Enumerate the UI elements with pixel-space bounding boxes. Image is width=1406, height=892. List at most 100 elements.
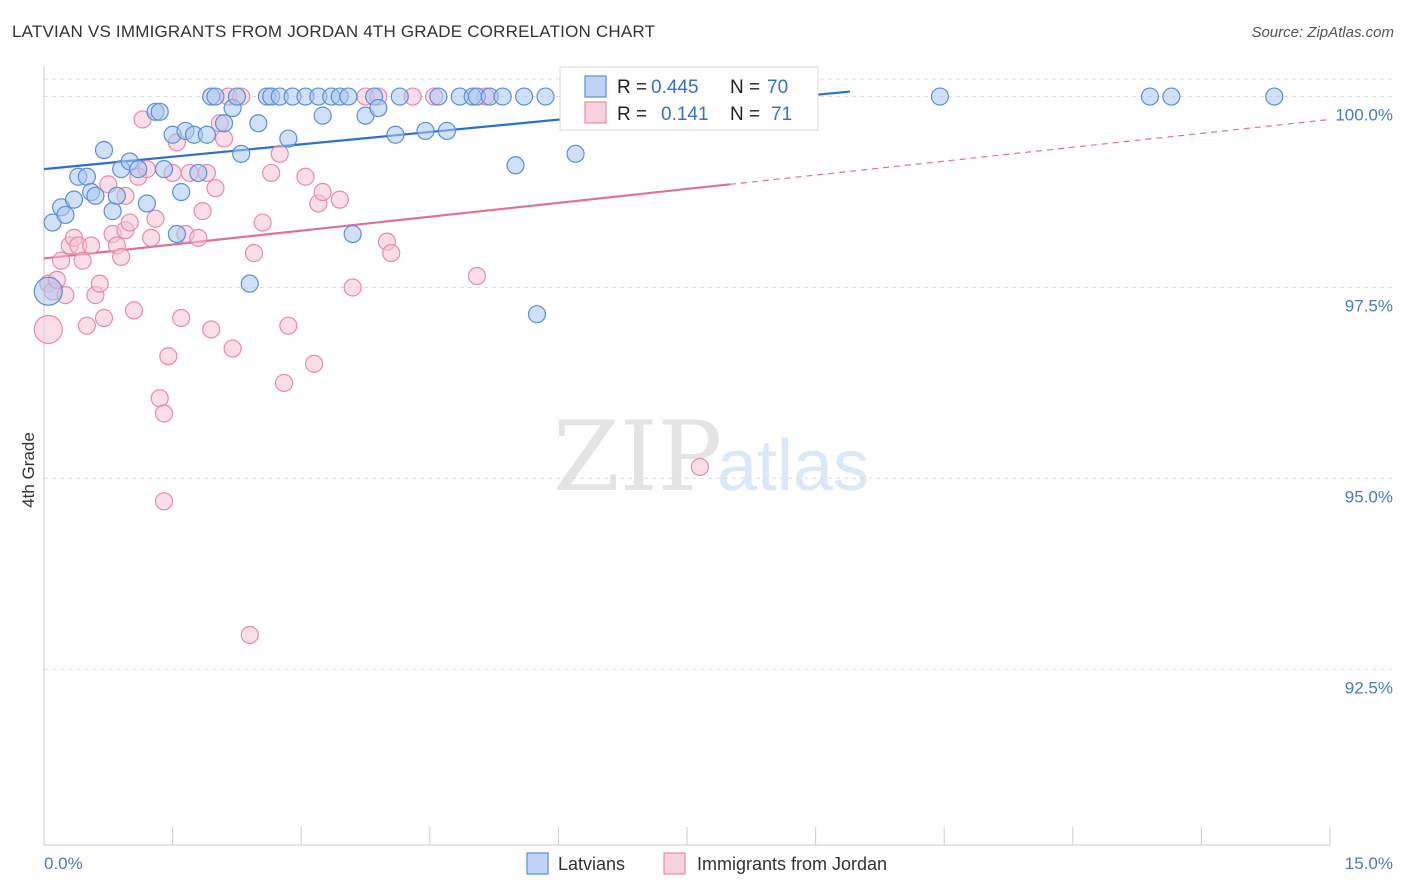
jordan-point-large: [33, 314, 63, 345]
latvians-point-2: [56, 205, 75, 225]
latvians-point-57: [493, 87, 512, 106]
jordan-point-49: [274, 373, 294, 393]
watermark-zip: ZIP: [553, 401, 722, 513]
jordan-point-27: [154, 492, 174, 511]
jordan-point-42: [223, 339, 242, 358]
latvians-point-8: [94, 140, 114, 160]
latvians-point-19: [167, 224, 186, 244]
legend-r-value-1: 0.445: [651, 77, 699, 98]
legend-r-value-2: 0.141: [661, 104, 709, 125]
trend-line-jordan: [43, 183, 730, 260]
y-tick-label-0: 100.0%: [1335, 106, 1393, 125]
jordan-point-38: [206, 179, 225, 198]
tick-labels: 100.0% 97.5% 95.0% 92.5% 0.0% 15.0%: [44, 106, 1393, 873]
latvians-point-44: [343, 224, 362, 244]
jordan-point-46: [253, 213, 272, 232]
jordan-point-52: [304, 354, 324, 373]
trend-line-dashed-jordan: [729, 118, 1331, 185]
latvians-point-20: [172, 182, 191, 202]
latvians-point-62: [566, 144, 585, 163]
y-tick-label-1: 97.5%: [1345, 296, 1393, 315]
jordan-point-13: [94, 308, 114, 328]
latvians-point-59: [515, 87, 534, 106]
latvians-point-27: [214, 114, 234, 133]
latvians-point-3: [64, 190, 84, 209]
watermark-atlas: atlas: [717, 426, 869, 506]
latvians-point-48: [386, 125, 405, 144]
jordan-point-34: [189, 228, 208, 247]
legend-n-value-2: 71: [771, 104, 792, 125]
latvians-point-30: [232, 144, 251, 163]
y-tick-label-3: 92.5%: [1345, 678, 1393, 697]
latvians-point-10: [107, 186, 126, 205]
axes: [43, 66, 1331, 846]
jordan-point-50: [279, 316, 298, 335]
latvians-point-7: [86, 186, 105, 205]
bottom-legend: Latvians Immigrants from Jordan: [526, 852, 887, 875]
bottom-legend-swatch-latvians: [526, 852, 549, 875]
jordan-point-63: [467, 266, 487, 286]
jordan-point-24: [142, 228, 161, 247]
latvians-point-61: [536, 87, 555, 106]
jordan-point-35: [193, 202, 212, 221]
jordan-point-20: [124, 301, 144, 320]
latvians-point-24: [197, 125, 216, 144]
latvians-point-58: [506, 156, 525, 175]
x-tick-label-1: 15.0%: [1345, 854, 1393, 873]
jordan-point-44: [240, 625, 259, 645]
latvians-point-67: [1140, 87, 1160, 106]
bottom-legend-jordan: Immigrants from Jordan: [697, 854, 887, 874]
legend-n-value-1: 70: [767, 77, 788, 98]
bottom-legend-latvians: Latvians: [558, 854, 625, 874]
jordan-point-55: [330, 190, 349, 209]
latvians-point-66: [930, 87, 950, 106]
jordan-point-31: [172, 308, 191, 328]
jordan-point-60: [382, 244, 401, 263]
jordan-point-9: [77, 316, 96, 335]
latvians-point-14: [137, 194, 156, 213]
legend-n-label-2: N =: [730, 104, 760, 125]
jordan-point-45: [244, 244, 264, 263]
x-tick-label-0: 0.0%: [44, 854, 83, 873]
latvians-point-47: [369, 98, 388, 118]
latvians-point-49: [390, 87, 409, 106]
latvians-point-17: [154, 160, 174, 179]
jordan-point-67: [690, 457, 709, 477]
jordan-point-8: [73, 251, 92, 270]
source-label: Source: ZipAtlas.com: [1251, 24, 1394, 41]
jordan-point-51: [296, 167, 315, 186]
legend: R = 0.445 N = 70 R = 0.141 N = 71: [559, 66, 819, 131]
latvians-point-60: [527, 305, 547, 324]
grid-lines: [44, 78, 1392, 670]
latvians-point-9: [103, 202, 122, 221]
jordan-point-10: [82, 236, 101, 255]
jordan-point-19: [120, 213, 139, 232]
latvians-point-32: [249, 114, 268, 133]
latvians-point-29: [227, 87, 246, 106]
jordan-point-12: [90, 274, 109, 293]
latvians-point-36: [279, 129, 298, 148]
latvians-point-69: [1265, 87, 1284, 106]
latvians-point-5: [77, 167, 96, 186]
legend-n-label-1: N =: [730, 77, 760, 98]
latvians-point-31: [240, 274, 259, 293]
series-latvians-points: [33, 87, 1284, 324]
legend-r-label-1: R =: [617, 77, 647, 98]
bottom-legend-swatch-jordan: [663, 852, 686, 875]
jordan-point-40: [214, 129, 234, 148]
jordan-point-26: [150, 389, 169, 408]
legend-swatch-latvians: [584, 75, 607, 98]
latvians-point-16: [150, 102, 169, 121]
jordan-point-48: [270, 144, 289, 163]
jordan-point-17: [112, 247, 131, 267]
jordan-point-47: [262, 163, 281, 183]
jordan-point-68: [154, 404, 174, 423]
latvians-point-26: [206, 87, 225, 106]
y-axis-label: 4th Grade: [19, 432, 38, 508]
latvians-point-40: [313, 106, 332, 125]
latvians-point-68: [1162, 87, 1181, 106]
latvians-point-43: [339, 87, 358, 106]
jordan-point-54: [313, 182, 332, 202]
latvians-point-50: [416, 121, 435, 141]
